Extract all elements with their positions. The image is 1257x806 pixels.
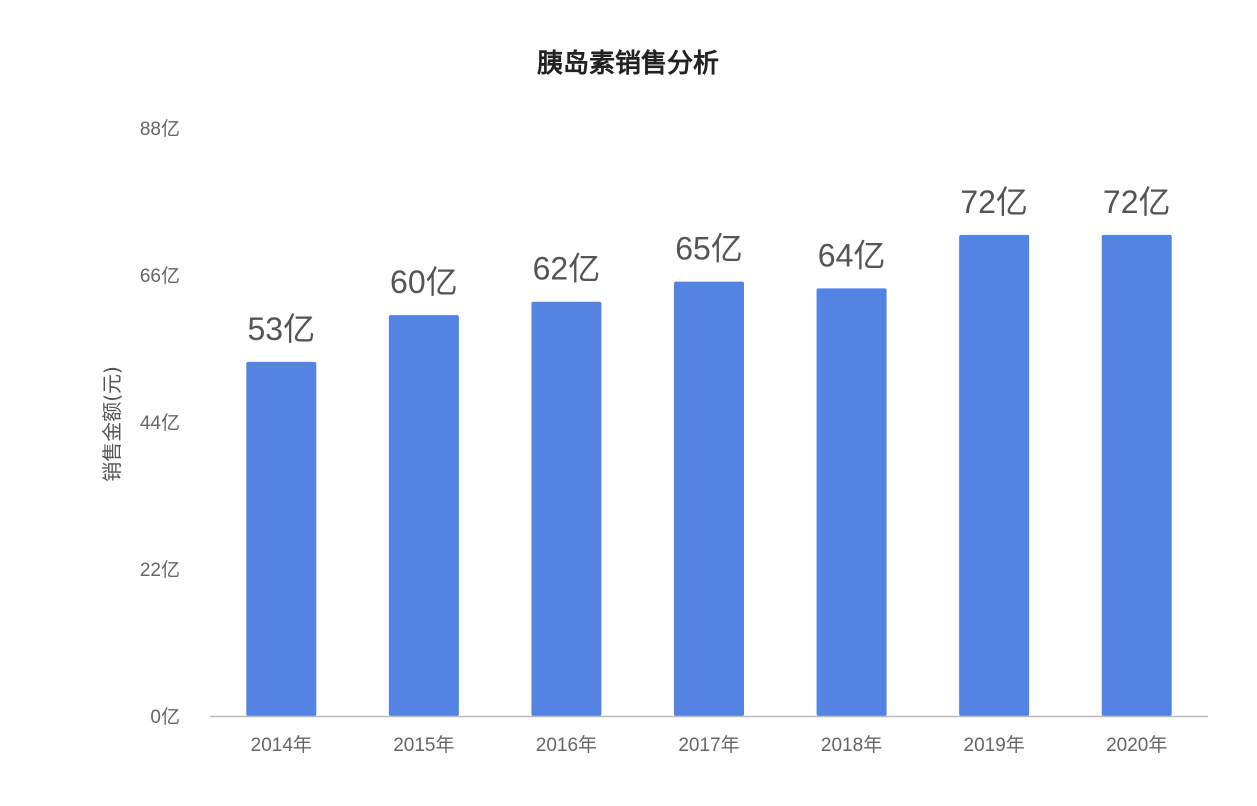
bar — [816, 288, 887, 716]
y-axis-label: 销售金额(元) — [100, 366, 124, 482]
y-tick-label: 66亿 — [140, 265, 180, 287]
y-tick-label: 88亿 — [140, 118, 180, 140]
data-label: 53亿 — [247, 311, 315, 347]
x-tick-label: 2017年 — [678, 734, 739, 756]
y-tick-label: 44亿 — [140, 412, 180, 434]
data-label: 72亿 — [1103, 184, 1171, 220]
x-tick-label: 2016年 — [536, 734, 597, 756]
y-tick-label: 0亿 — [150, 706, 180, 728]
bar — [959, 234, 1030, 716]
bar — [531, 301, 602, 716]
data-label: 60亿 — [390, 264, 458, 300]
x-axis-ticks: 2014年 2015年 2016年 2017年 2018年 2019年 2020年 — [251, 734, 1168, 756]
bar — [1101, 234, 1172, 716]
x-tick-label: 2019年 — [964, 734, 1025, 756]
x-tick-label: 2015年 — [393, 734, 454, 756]
data-labels-group: 53亿 60亿 62亿 65亿 64亿 72亿 72亿 — [247, 184, 1170, 347]
y-tick-label: 22亿 — [140, 559, 180, 581]
data-label: 62亿 — [533, 251, 601, 287]
data-label: 72亿 — [960, 184, 1028, 220]
bars-group — [246, 234, 1172, 716]
chart-title: 胰岛素销售分析 — [537, 48, 719, 79]
x-tick-label: 2014年 — [251, 734, 312, 756]
x-tick-label: 2020年 — [1106, 734, 1167, 756]
bar — [246, 361, 317, 716]
bar — [674, 281, 744, 716]
data-label: 65亿 — [675, 231, 743, 267]
x-tick-label: 2018年 — [821, 734, 882, 756]
data-label: 64亿 — [818, 237, 886, 273]
bar — [388, 315, 459, 716]
y-axis-ticks: 0亿 22亿 44亿 66亿 88亿 — [140, 118, 180, 728]
